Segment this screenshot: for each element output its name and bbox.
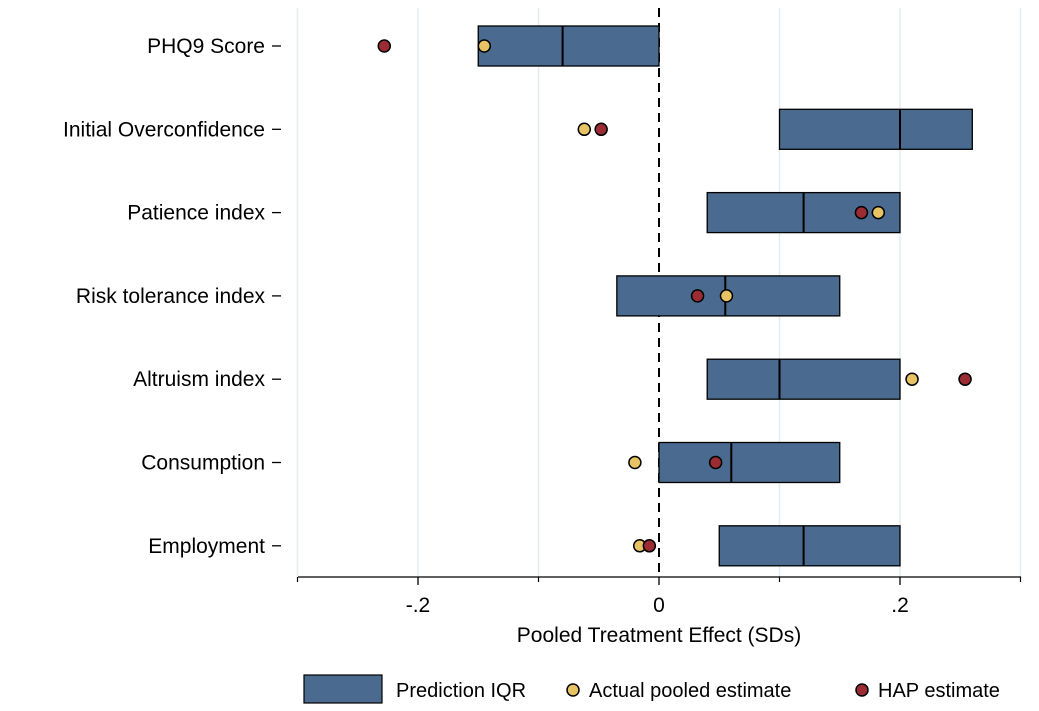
y-tick-label: Altruism index — [133, 368, 265, 391]
iqr-box — [706, 358, 901, 400]
x-tick-label: .2 — [891, 594, 909, 617]
y-tick-label: Risk tolerance index — [76, 285, 266, 308]
iqr-box — [658, 441, 841, 484]
iqr-box — [718, 525, 901, 567]
x-tick-label: 0 — [653, 594, 665, 617]
x-axis: -.2 0 .2 — [296, 576, 1022, 617]
y-axis: PHQ9 Score Initial Overconfidence Patience… — [63, 35, 281, 558]
actual-estimate-point — [719, 289, 734, 303]
iqr-box — [477, 25, 660, 67]
legend: Prediction IQR Actual pooled estimate HA… — [303, 674, 1000, 704]
iqr-box-layer — [477, 25, 973, 567]
actual-estimate-point — [577, 122, 592, 137]
actual-estimate-point — [871, 205, 886, 220]
legend-label-iqr: Prediction IQR — [396, 680, 526, 702]
legend-label-actual: Actual pooled estimate — [589, 680, 791, 702]
legend-label-hap: HAP estimate — [878, 680, 1000, 702]
hap-estimate-point — [690, 289, 705, 303]
legend-marker-hap — [855, 683, 869, 697]
hap-estimate-point — [708, 455, 723, 470]
y-tick-label: Initial Overconfidence — [63, 118, 265, 141]
y-tick-label: Employment — [148, 535, 265, 558]
hap-estimate-point — [642, 539, 657, 553]
hap-estimate-point — [958, 372, 972, 386]
actual-estimate-point — [477, 39, 492, 53]
y-tick-label: Consumption — [141, 452, 265, 475]
hap-estimate-point — [854, 205, 869, 220]
legend-swatch-iqr — [303, 674, 383, 704]
hap-estimate-point — [377, 39, 392, 53]
iqr-box — [778, 108, 973, 150]
legend-marker-actual — [566, 683, 580, 697]
actual-estimate-point — [905, 372, 919, 386]
x-axis-title: Pooled Treatment Effect (SDs) — [517, 624, 801, 647]
y-tick-label: Patience index — [127, 202, 265, 225]
actual-estimate-point — [628, 455, 642, 470]
hap-estimate-point — [594, 122, 608, 137]
dot-layer — [377, 39, 972, 553]
x-tick-label: -.2 — [406, 594, 431, 617]
y-tick-label: PHQ9 Score — [147, 35, 265, 58]
